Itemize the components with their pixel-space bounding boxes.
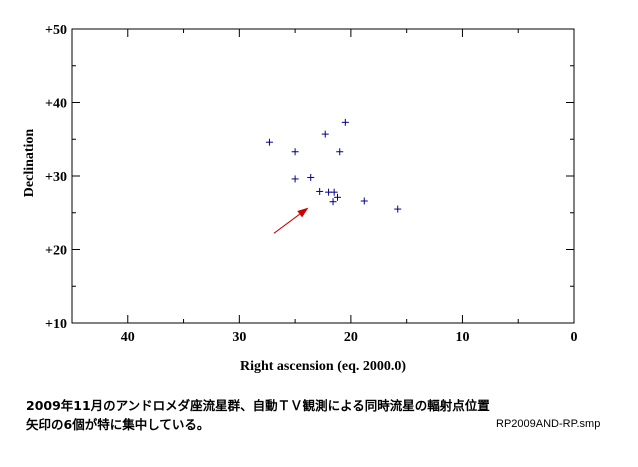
y-tick-label: +50 xyxy=(45,23,67,38)
data-point xyxy=(336,148,344,156)
caption-line-2: 矢印の6個が特に集中している。 xyxy=(26,417,210,432)
arrow-head xyxy=(297,207,309,218)
y-axis-title: Declination xyxy=(22,129,37,198)
x-axis-title: Right ascension (eq. 2000.0) xyxy=(240,359,406,374)
tick-marks xyxy=(71,28,575,324)
x-tick-label: 30 xyxy=(232,330,246,345)
arrow-shaft xyxy=(273,213,300,234)
data-point xyxy=(330,188,338,196)
data-point xyxy=(334,193,342,201)
x-tick-label: 40 xyxy=(121,330,135,345)
y-tick-label: +30 xyxy=(45,170,67,185)
data-point xyxy=(316,187,324,195)
x-tick-label: 0 xyxy=(571,330,578,345)
tick-labels: 40 30 20 10 0 +10 +20 +30 +40 +50 xyxy=(45,23,577,345)
data-point xyxy=(291,175,299,183)
highlight-arrow xyxy=(273,207,309,234)
plot-frame xyxy=(71,28,575,324)
y-tick-label: +10 xyxy=(45,317,67,332)
data-point xyxy=(291,148,299,156)
data-point xyxy=(321,130,329,138)
data-point xyxy=(394,205,402,213)
caption-line-1: 2009年11月のアンドロメダ座流星群、自動ＴＶ観測による同時流星の輻射点位置 xyxy=(26,398,490,413)
data-point xyxy=(307,173,315,181)
y-tick-label: +40 xyxy=(45,97,67,112)
data-point xyxy=(265,138,273,146)
x-tick-label: 20 xyxy=(344,330,358,345)
data-point xyxy=(329,198,337,206)
data-points xyxy=(265,118,402,213)
data-point xyxy=(360,197,368,205)
y-tick-label: +20 xyxy=(45,244,67,259)
file-name-label: RP2009AND-RP.smp xyxy=(496,418,601,430)
x-tick-label: 10 xyxy=(455,330,469,345)
scatter-chart: 40 30 20 10 0 +10 +20 +30 +40 +50 Right ascension… xyxy=(22,23,578,374)
data-point xyxy=(341,118,349,126)
